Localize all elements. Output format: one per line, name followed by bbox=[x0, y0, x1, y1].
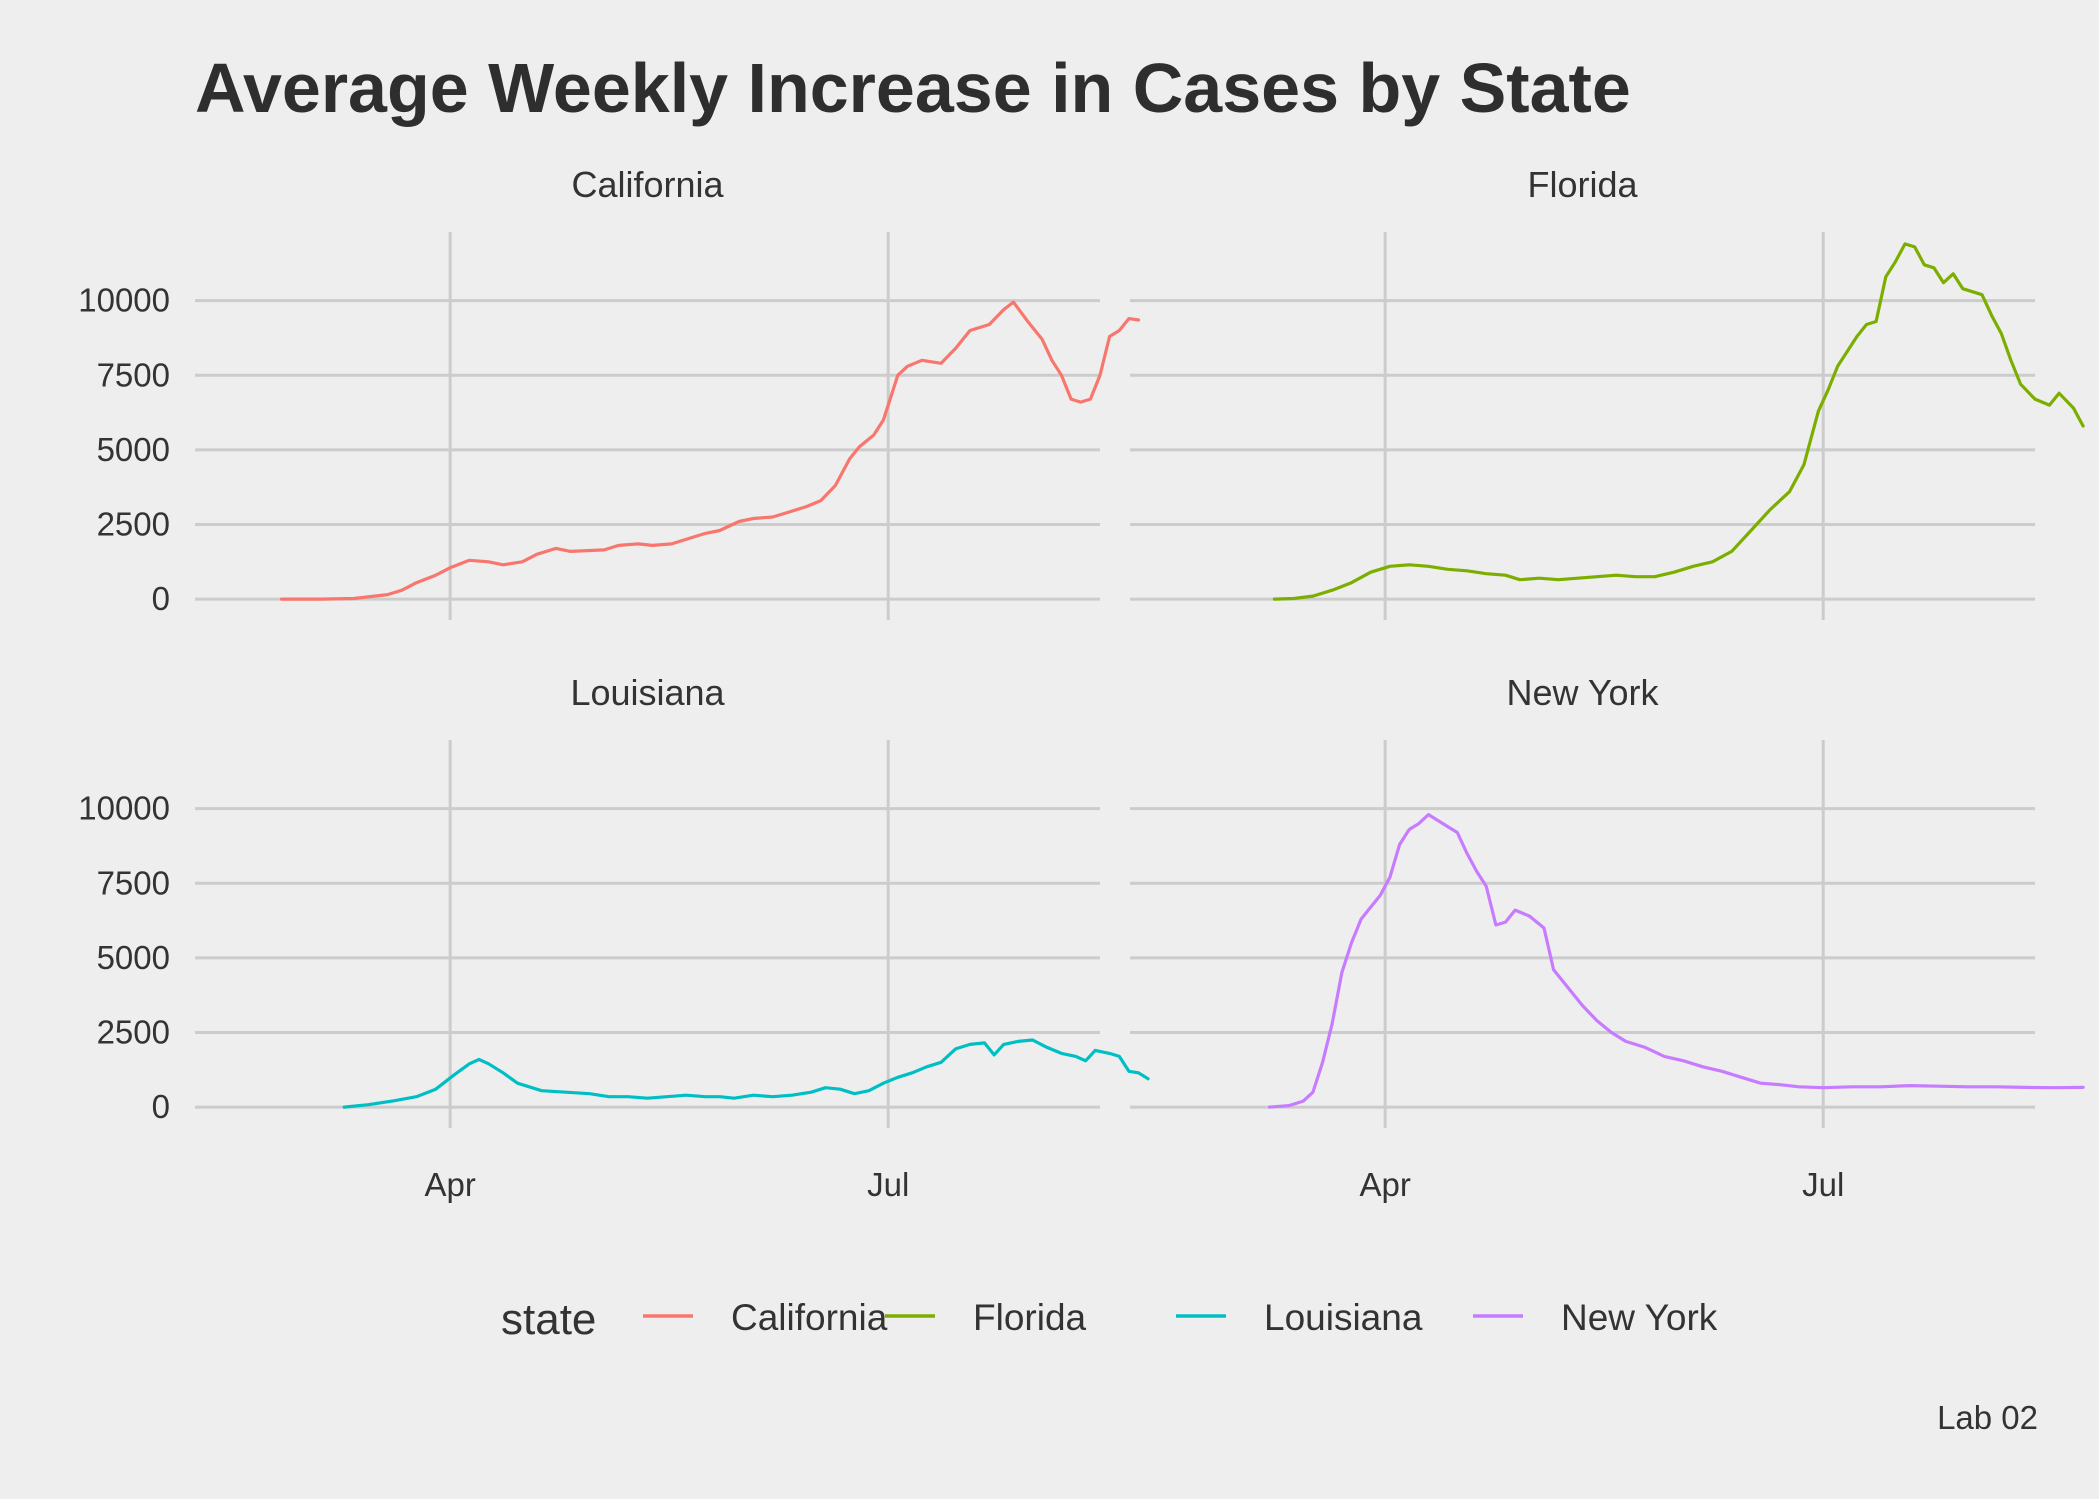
facet-label-louisiana: Louisiana bbox=[570, 672, 725, 713]
legend-title: state bbox=[501, 1295, 596, 1344]
chart-caption: Lab 02 bbox=[1937, 1399, 2038, 1436]
x-tick-label: Apr bbox=[1359, 1166, 1410, 1203]
panel-louisiana: Louisiana 0 2500 5000 7500 10000 Apr Jul bbox=[78, 672, 1150, 1203]
panel-california: California 0 2500 5000 7500 10000 bbox=[78, 164, 1141, 620]
y-tick-label: 10000 bbox=[78, 282, 170, 319]
y-tick-label: 5000 bbox=[97, 431, 170, 468]
series-line-new-york bbox=[1268, 813, 2085, 1109]
panel-florida: Florida bbox=[1130, 164, 2085, 620]
legend-label-new-york: New York bbox=[1561, 1297, 1718, 1338]
legend-item-florida: Florida bbox=[885, 1297, 1087, 1338]
x-tick-label: Jul bbox=[1802, 1166, 1844, 1203]
legend-label-florida: Florida bbox=[973, 1297, 1087, 1338]
y-tick-label: 2500 bbox=[97, 1013, 170, 1050]
y-tick-label: 2500 bbox=[97, 505, 170, 542]
y-tick-label: 5000 bbox=[97, 939, 170, 976]
y-tick-label: 0 bbox=[152, 1088, 170, 1125]
legend-item-new-york: New York bbox=[1473, 1297, 1718, 1338]
y-tick-label: 7500 bbox=[97, 864, 170, 901]
y-tick-label: 7500 bbox=[97, 356, 170, 393]
facet-panels: California 0 2500 5000 7500 10000 Florida Louis… bbox=[78, 164, 2085, 1203]
y-tick-label: 10000 bbox=[78, 790, 170, 827]
legend: state California Florida Louisiana New York bbox=[501, 1295, 1718, 1344]
x-tick-label: Jul bbox=[867, 1166, 909, 1203]
facet-label-california: California bbox=[571, 164, 724, 205]
chart-title: Average Weekly Increase in Cases by Stat… bbox=[195, 49, 1631, 127]
series-line-florida bbox=[1272, 242, 2085, 601]
series-line-california bbox=[280, 300, 1141, 601]
legend-item-louisiana: Louisiana bbox=[1176, 1297, 1423, 1338]
x-tick-label: Apr bbox=[424, 1166, 475, 1203]
legend-label-california: California bbox=[731, 1297, 888, 1338]
facet-label-florida: Florida bbox=[1527, 164, 1638, 205]
legend-label-louisiana: Louisiana bbox=[1264, 1297, 1423, 1338]
legend-item-california: California bbox=[643, 1297, 888, 1338]
panel-new-york: New York Apr Jul bbox=[1130, 672, 2085, 1203]
y-tick-label: 0 bbox=[152, 580, 170, 617]
facet-label-new-york: New York bbox=[1506, 672, 1659, 713]
series-line-louisiana bbox=[342, 1038, 1150, 1109]
